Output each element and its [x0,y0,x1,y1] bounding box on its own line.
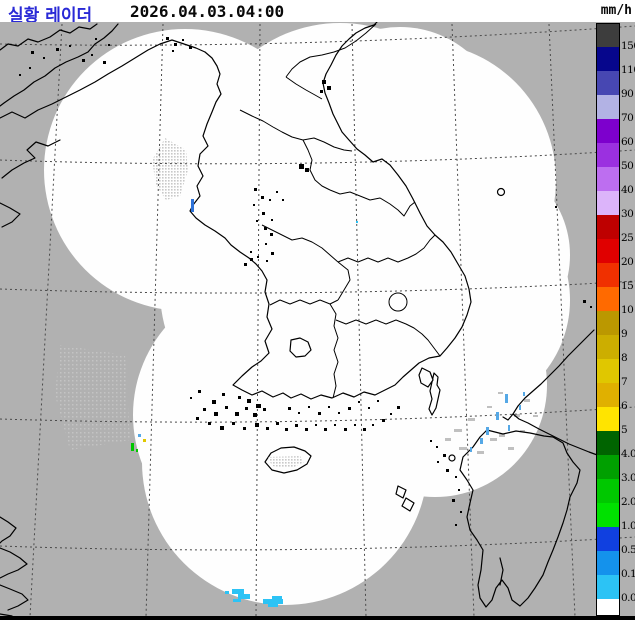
color-scale-segment [597,575,619,599]
coastlines [0,21,601,617]
color-scale-tick-label: 1.0 [621,520,635,532]
color-scale-segment [597,335,619,359]
color-scale-tick-label: 40 [621,184,634,196]
color-scale-tick-label: 10 [621,304,634,316]
color-scale-tick-label: 150 [621,40,635,52]
window-bottom-edge [0,617,635,620]
ulleungdo-island [496,187,506,197]
iki-island [448,454,456,462]
unit-label: mm/h [600,3,632,18]
province-borders [239,23,441,399]
color-scale-segment [597,287,619,311]
color-scale-tick-label: 30 [621,208,634,220]
color-scale-tick-label: 0.5 [621,544,635,556]
color-scale-tick-label: 8 [621,352,628,364]
color-scale-tick-label: 2.0 [621,496,635,508]
color-scale-segment [597,24,619,47]
radar-map-canvas [0,21,635,620]
clutter-speckle [55,138,538,454]
color-scale-segment [597,311,619,335]
tsushima-island [428,372,441,416]
small-islands [19,37,592,526]
echo-offshore-streaks [470,392,525,452]
radar-map [0,21,635,620]
color-scale-tick-label: 0.0 [621,592,635,604]
echo-light-rain-cyan [225,221,358,607]
latlon-graticule [0,23,635,618]
color-scale-segment [597,47,619,71]
color-scale-segment [597,71,619,95]
color-scale-tick-label: 70 [621,112,634,124]
color-scale-tick-label: 7 [621,376,628,388]
color-scale-segment [597,359,619,383]
color-scale-tick-label: 0.1 [621,568,635,580]
color-scale-tick-label: 110 [621,64,635,76]
color-scale-tick-label: 20 [621,256,634,268]
color-scale-segment [597,527,619,551]
color-scale-tick-label: 4.0 [621,448,635,460]
color-scale-tick-label: 6 [621,400,628,412]
color-scale-bar [596,23,620,616]
echo-west-coast-blue [191,199,194,212]
color-scale-tick-label: 50 [621,160,634,172]
color-scale-segment [597,95,619,119]
page-title: 실황 레이더 [8,6,93,26]
color-scale-segment [597,383,619,407]
color-scale-segment [597,263,619,287]
color-scale-segment [597,479,619,503]
jeju-terrain-clutter [268,456,304,468]
color-scale-tick-label: 60 [621,136,634,148]
color-scale-segment [597,239,619,263]
color-scale-segment [597,119,619,143]
color-scale-tick-label: 25 [621,232,634,244]
color-scale-segment [597,167,619,191]
color-scale-segment [597,143,619,167]
header-bar: 실황 레이더 2026.04.03.04:00 mm/h [0,0,635,26]
geoje-island [418,367,434,388]
precip-echoes [131,199,525,607]
color-scale-segment [597,551,619,575]
color-scale-segment [597,431,619,455]
color-scale-segment [597,215,619,239]
color-scale-segment [597,407,619,431]
color-scale-tick-label: 5 [621,424,628,436]
rainrate-color-scale: 150 110 90 70 60 50 40 30 25 20 15 10 9 8 7 6 5 4.0 3.0 2.0… [595,22,635,618]
color-scale-segment [597,191,619,215]
echo-southwest-specks [131,434,146,452]
color-scale-segment [597,599,619,615]
color-scale-segment [597,455,619,479]
color-scale-tick-label: 3.0 [621,472,635,484]
color-scale-tick-label: 9 [621,328,628,340]
color-scale-tick-label: 90 [621,88,634,100]
observation-timestamp: 2026.04.03.04:00 [130,2,285,21]
color-scale-tick-label: 15 [621,280,634,292]
color-scale-segment [597,503,619,527]
